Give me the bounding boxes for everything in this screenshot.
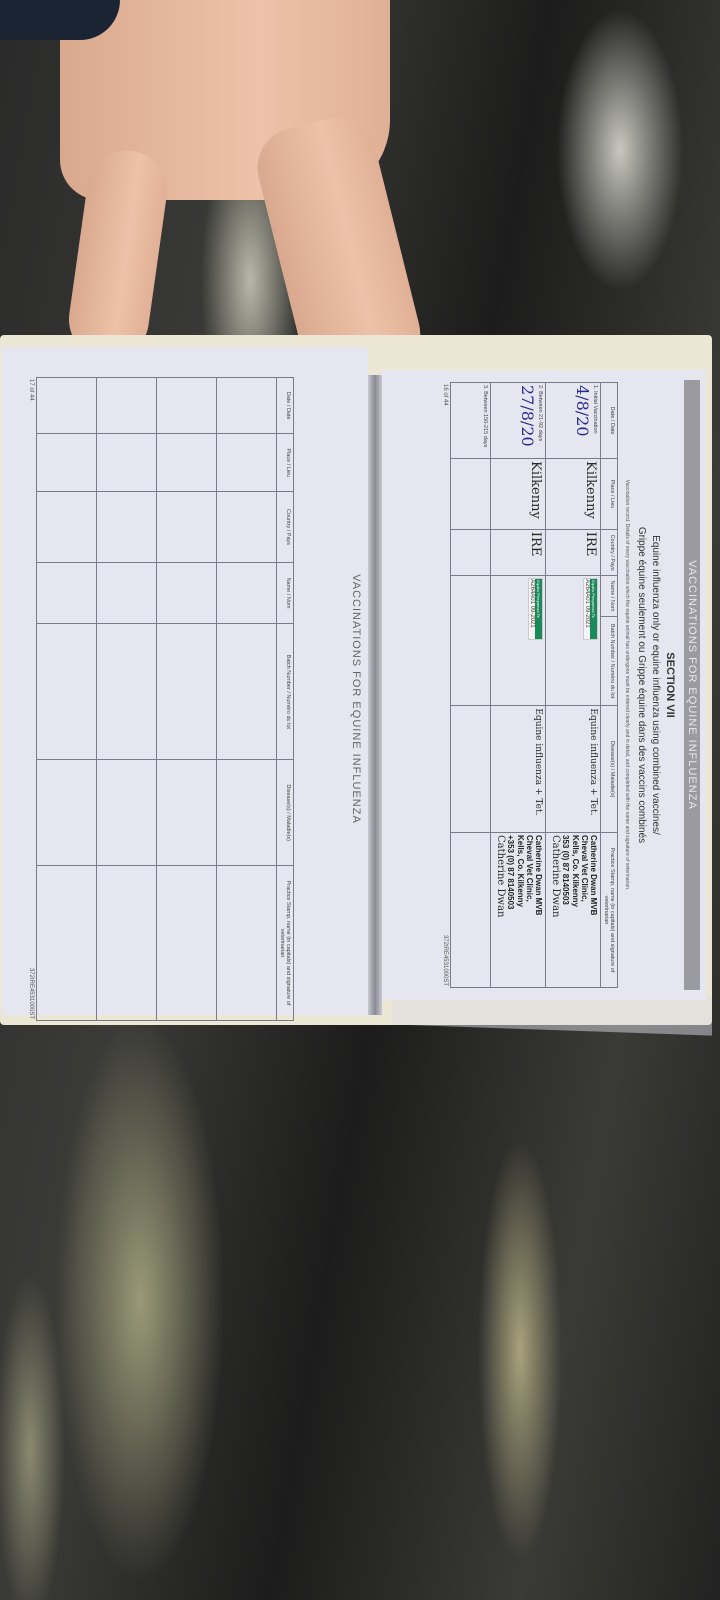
subtitle-en: Equine influenza only or equine influenz… [650, 535, 661, 835]
stamp-line: Catherine Dwan MVB [534, 835, 543, 916]
disease-value: Equine influenza + Tet. [545, 705, 601, 833]
table-row: 2. Between 21-92 days 27/8/20 Kilkenny IR… [490, 382, 546, 988]
passport-booklet: VACCINATIONS FOR EQUINE INFLUENZA Date /… [0, 335, 712, 1025]
left-page: VACCINATIONS FOR EQUINE INFLUENZA Date /… [2, 347, 368, 1021]
col-place: Place / Lieu [600, 458, 618, 530]
col-stamp: Practice Stamp, name (in capitals) and s… [600, 832, 618, 988]
date-value: 4/8/20 [573, 385, 592, 437]
col-country: Country / Pays [276, 491, 294, 563]
place-value: Kilkenny [490, 458, 546, 530]
stamp-line: Cheval Vet Clinic, [524, 835, 534, 902]
col-batch: Batch Number / Numéro du lot [276, 623, 294, 760]
disease-value: Equine influenza + Tet. [490, 705, 546, 833]
subtitle-fr: Grippe équine seulement ou Grippe équine… [636, 526, 647, 844]
vaccination-table: Date / Date Place / Lieu Country / Pays Nam… [450, 382, 618, 988]
stamp-line: 353 (0) 87 8140503 [561, 835, 571, 905]
vaccine-sticker: Equilis Prequenza Te A264A01 09-2021 [583, 578, 598, 641]
spine [368, 375, 382, 1015]
place-value: Kilkenny [545, 458, 601, 530]
row-label: 3. Between 150-215 days [482, 385, 488, 448]
col-place: Place / Lieu [276, 433, 294, 492]
sticker-brand: Equilis Prequenza Te [535, 579, 542, 640]
table-row: 3. Between 150-215 days [450, 382, 491, 988]
table-row: 1. Initial Vaccination 4/8/20 Kilkenny IR… [545, 382, 601, 988]
col-name: Name / Nom [276, 562, 294, 624]
stamp-line: Cheval Vet Clinic, [579, 835, 589, 902]
practice-stamp: Catherine Dwan MVB Cheval Vet Clinic, Kell… [506, 835, 543, 985]
left-page-title: VACCINATIONS FOR EQUINE INFLUENZA [350, 574, 362, 824]
col-country: Country / Pays [600, 529, 618, 576]
col-stamp: Practice Stamp, name (in capitals) and s… [276, 865, 294, 1021]
country-value: IRE [545, 529, 601, 576]
instruction-note: Vaccination record. Details of every vac… [624, 479, 630, 891]
country-value: IRE [490, 529, 546, 576]
vaccine-sticker: Equilis Prequenza Te A264A01 09-2021 [528, 578, 543, 641]
right-footer-code: 372IRE4531000ST [442, 934, 448, 986]
right-page-title: VACCINATIONS FOR EQUINE INFLUENZA [684, 380, 700, 990]
batch-value: A264A01 09-2021 [584, 579, 590, 628]
right-page-number: 16 of 44 [442, 384, 448, 406]
col-date: Date / Date [600, 382, 618, 459]
row-label: 2. Between 21-92 days [537, 385, 543, 442]
col-disease: Disease(s) / Maladie(s) [276, 759, 294, 866]
col-batch: Batch Number / Numéro du lot [600, 616, 618, 706]
left-page-number: 17 of 44 [28, 379, 34, 401]
sleeve [0, 0, 120, 40]
right-page: VACCINATIONS FOR EQUINE INFLUENZA SECTIO… [382, 370, 706, 1000]
practice-stamp: Catherine Dwan MVB Cheval Vet Clinic, Kell… [561, 835, 598, 985]
col-disease: Disease(s) / Maladie(s) [600, 705, 618, 833]
col-name: Name / Nom [600, 575, 618, 617]
section-heading: SECTION VII [664, 652, 676, 718]
signature: Catherine Dwan [550, 835, 562, 918]
col-date: Date / Date [276, 377, 294, 434]
row-label: 1. Initial Vaccination [592, 385, 598, 434]
signature: Catherine Dwan [495, 835, 507, 918]
stamp-line: Kells, Co. Kilkenny [570, 835, 580, 908]
stamp-line: Kells, Co. Kilkenny [515, 835, 525, 908]
sticker-brand: Equilis Prequenza Te [590, 579, 597, 640]
stamp-line: Catherine Dwan MVB [589, 835, 598, 916]
left-vaccination-table: Date / Date Place / Lieu Country / Pays Nam… [36, 377, 294, 1021]
stamp-line: +353 (0) 87 8140503 [506, 835, 516, 910]
left-footer-code: 372IRE4531000ST [28, 967, 34, 1019]
batch-value: A264A01 09-2021 [529, 579, 535, 628]
date-value: 27/8/20 [518, 385, 537, 447]
